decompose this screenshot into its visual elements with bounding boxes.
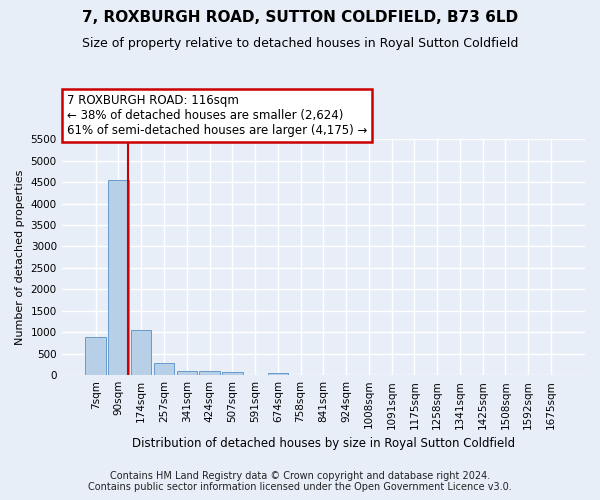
Bar (176, 371, 197, 375)
X-axis label: Distribution of detached houses by size in Royal Sutton Coldfield: Distribution of detached houses by size … (132, 437, 515, 450)
Text: 7 ROXBURGH ROAD: 116sqm
← 38% of detached houses are smaller (2,624)
61% of semi: 7 ROXBURGH ROAD: 116sqm ← 38% of detache… (67, 94, 367, 137)
Bar (131, 330, 151, 375)
Bar (222, 372, 242, 375)
Bar (108, 180, 129, 375)
Text: 7, ROXBURGH ROAD, SUTTON COLDFIELD, B73 6LD: 7, ROXBURGH ROAD, SUTTON COLDFIELD, B73 … (82, 10, 518, 25)
Bar (268, 372, 288, 375)
Y-axis label: Number of detached properties: Number of detached properties (15, 170, 25, 345)
Bar (154, 362, 174, 375)
Text: Contains HM Land Registry data © Crown copyright and database right 2024.
Contai: Contains HM Land Registry data © Crown c… (88, 471, 512, 492)
Bar (199, 371, 220, 375)
Text: Size of property relative to detached houses in Royal Sutton Coldfield: Size of property relative to detached ho… (82, 38, 518, 51)
Bar (85, 338, 106, 375)
